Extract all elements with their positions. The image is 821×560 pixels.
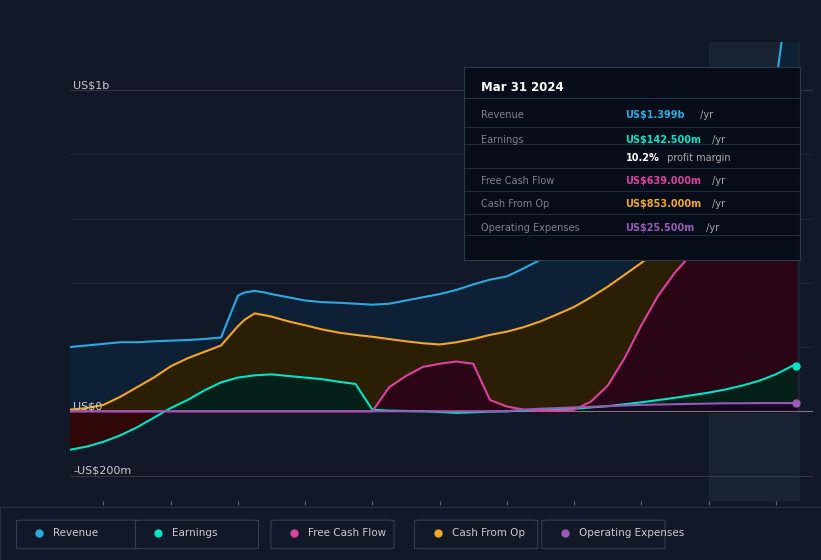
Text: Cash From Op: Cash From Op bbox=[481, 199, 549, 209]
FancyBboxPatch shape bbox=[415, 520, 538, 549]
Text: Free Cash Flow: Free Cash Flow bbox=[308, 529, 386, 538]
FancyBboxPatch shape bbox=[16, 520, 140, 549]
Text: US$0: US$0 bbox=[73, 402, 103, 411]
Text: Free Cash Flow: Free Cash Flow bbox=[481, 176, 554, 186]
Text: US$25.500m: US$25.500m bbox=[626, 222, 695, 232]
Text: profit margin: profit margin bbox=[664, 153, 731, 163]
Text: US$639.000m: US$639.000m bbox=[626, 176, 701, 186]
Text: Operating Expenses: Operating Expenses bbox=[579, 529, 684, 538]
Bar bbox=[709, 42, 800, 501]
Text: Revenue: Revenue bbox=[53, 529, 99, 538]
Text: US$1.399b: US$1.399b bbox=[626, 110, 685, 119]
Text: US$142.500m: US$142.500m bbox=[626, 134, 701, 144]
Text: Earnings: Earnings bbox=[481, 134, 523, 144]
Text: /yr: /yr bbox=[697, 110, 713, 119]
Text: /yr: /yr bbox=[709, 176, 725, 186]
FancyBboxPatch shape bbox=[542, 520, 665, 549]
Text: Revenue: Revenue bbox=[481, 110, 524, 119]
Text: Cash From Op: Cash From Op bbox=[452, 529, 525, 538]
Text: /yr: /yr bbox=[703, 222, 719, 232]
Text: US$1b: US$1b bbox=[73, 80, 109, 90]
Text: US$853.000m: US$853.000m bbox=[626, 199, 702, 209]
Text: Operating Expenses: Operating Expenses bbox=[481, 222, 580, 232]
Text: /yr: /yr bbox=[709, 134, 725, 144]
Text: Earnings: Earnings bbox=[172, 529, 218, 538]
Text: -US$200m: -US$200m bbox=[73, 465, 131, 475]
Text: Mar 31 2024: Mar 31 2024 bbox=[481, 81, 563, 94]
Text: /yr: /yr bbox=[709, 199, 725, 209]
Text: 10.2%: 10.2% bbox=[626, 153, 659, 163]
FancyBboxPatch shape bbox=[271, 520, 394, 549]
FancyBboxPatch shape bbox=[135, 520, 259, 549]
